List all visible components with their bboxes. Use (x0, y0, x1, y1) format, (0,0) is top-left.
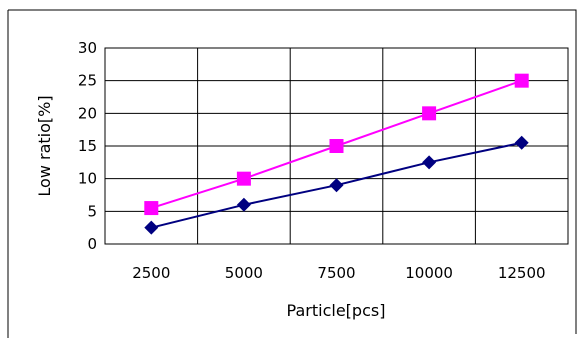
x-axis-ticks: 2500 5000 7500 10000 12500 (132, 264, 545, 282)
plot-area (104, 47, 569, 245)
x-tick-label: 12500 (498, 264, 546, 282)
series-1-point (329, 178, 344, 193)
x-tick-label: 2500 (132, 264, 170, 282)
series-2-point (236, 171, 251, 186)
series-2-point (422, 106, 437, 121)
y-tick-label: 30 (78, 39, 97, 57)
series-2-point (514, 73, 529, 88)
x-tick-label: 5000 (225, 264, 263, 282)
series-group (144, 73, 529, 235)
series-2-point (144, 201, 159, 216)
y-tick-label: 5 (87, 202, 97, 220)
y-tick-label: 25 (78, 72, 97, 90)
y-tick-label: 20 (78, 104, 97, 122)
y-tick-label: 15 (78, 137, 97, 155)
x-axis-label: Particle[pcs] (287, 301, 386, 320)
series-1-point (144, 220, 159, 235)
y-tick-label: 10 (78, 170, 97, 188)
y-tick-label: 0 (87, 235, 97, 253)
series-2-point (329, 139, 344, 153)
x-tick-label: 10000 (405, 264, 453, 282)
series-1-point (236, 197, 251, 212)
chart-border (7, 9, 577, 338)
series-1-point (514, 135, 529, 150)
y-axis-ticks: 0 5 10 15 20 25 30 (78, 39, 97, 253)
x-tick-label: 7500 (317, 264, 355, 282)
series-1-point (422, 155, 437, 170)
y-axis-label: Low ratio[%] (35, 95, 54, 196)
